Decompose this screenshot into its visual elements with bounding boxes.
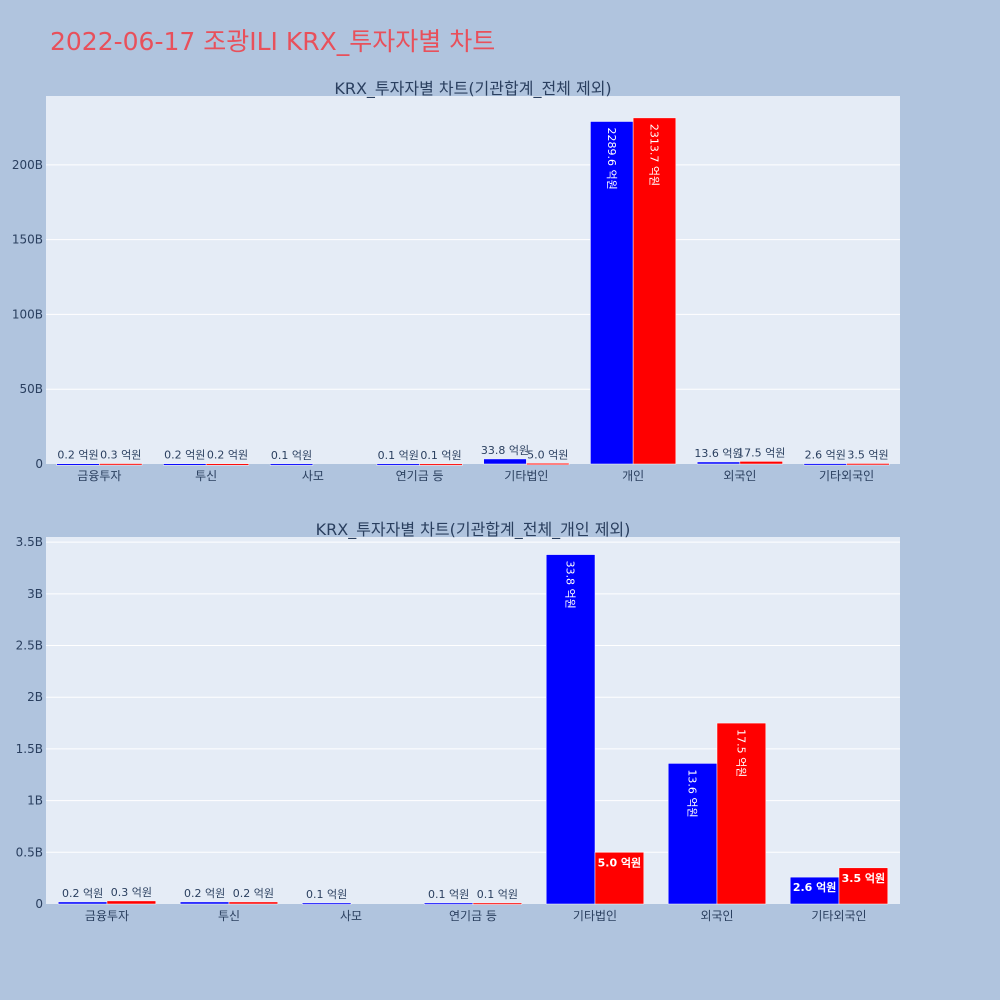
plot-area <box>46 537 900 904</box>
y-tick-label: 2B <box>27 690 43 704</box>
y-tick-label: 0 <box>35 897 43 911</box>
x-tick-label: 사모 <box>340 909 362 923</box>
data-label: 13.6 억원 <box>686 769 699 817</box>
bar-buy <box>302 903 351 905</box>
data-label: 0.2 억원 <box>233 887 274 900</box>
data-label: 0.2 억원 <box>184 887 225 900</box>
data-label: 0.1 억원 <box>306 888 347 901</box>
x-tick-label: 금융투자 <box>85 909 129 923</box>
bar-sell <box>107 901 156 904</box>
x-tick-label: 연기금 등 <box>449 909 497 923</box>
y-tick-label: 2.5B <box>16 639 43 653</box>
data-label: 0.1 억원 <box>477 888 518 901</box>
bar-buy <box>424 903 473 905</box>
y-tick-label: 0.5B <box>16 845 43 859</box>
bar-buy <box>180 902 229 904</box>
bar-sell <box>229 902 278 904</box>
data-label: 0.1 억원 <box>428 888 469 901</box>
data-label: 3.5 억원 <box>842 871 886 885</box>
data-label: 33.8 억원 <box>564 561 577 609</box>
bar-sell <box>473 903 522 905</box>
y-tick-label: 3.5B <box>16 535 43 549</box>
data-label: 0.2 억원 <box>62 887 103 900</box>
x-tick-label: 외국인 <box>700 909 733 923</box>
data-label: 2.6 억원 <box>793 880 837 894</box>
y-tick-label: 1.5B <box>16 742 43 756</box>
bar-buy <box>58 902 107 904</box>
x-tick-label: 기타외국인 <box>811 909 866 923</box>
data-label: 17.5 억원 <box>734 729 747 777</box>
data-label: 5.0 억원 <box>598 855 642 869</box>
x-tick-label: 투신 <box>218 909 240 923</box>
x-tick-label: 기타법인 <box>573 909 617 923</box>
y-tick-label: 1B <box>27 794 43 808</box>
data-label: 0.3 억원 <box>111 886 152 899</box>
chart-title: KRX_투자자별 차트(기관합계_전체_개인 제외) <box>316 520 631 540</box>
y-tick-label: 3B <box>27 587 43 601</box>
